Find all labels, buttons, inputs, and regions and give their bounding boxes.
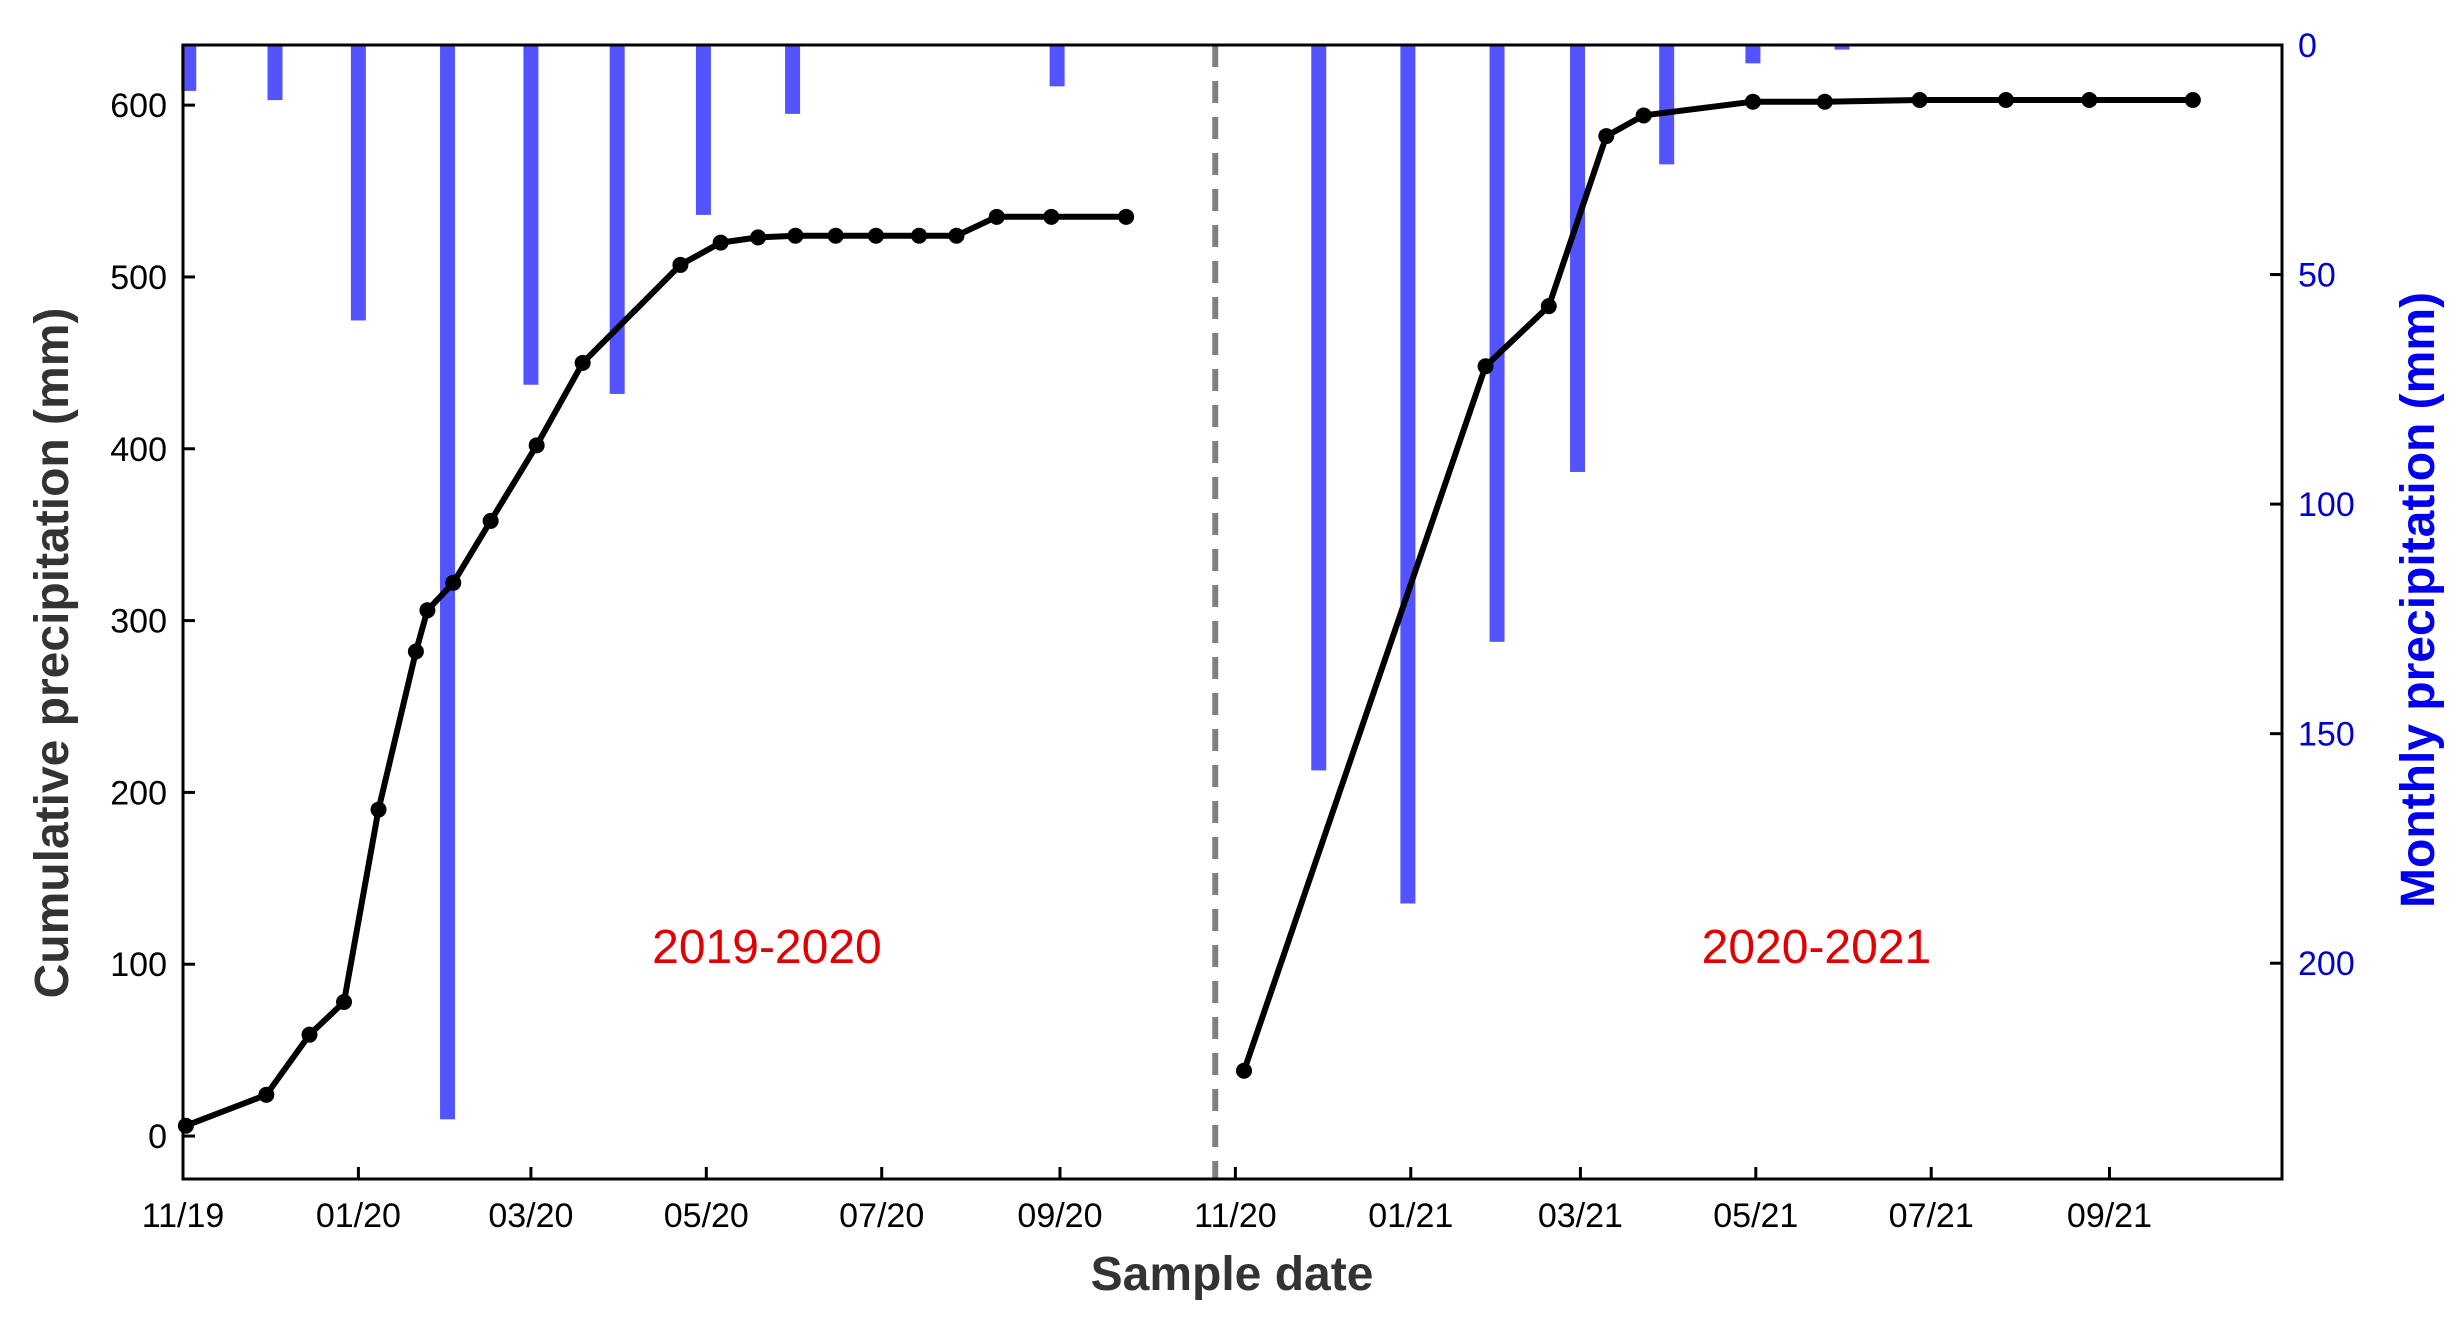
x-tick-label: 01/21 — [1368, 1197, 1453, 1235]
x-tick-label: 03/21 — [1538, 1197, 1623, 1235]
monthly-bar — [1834, 45, 1850, 50]
right-y-tick-label: 200 — [2298, 945, 2355, 983]
x-tick-label: 07/20 — [839, 1197, 924, 1235]
cumulative-point — [827, 227, 844, 244]
cumulative-point — [574, 354, 591, 371]
cumulative-point — [2184, 91, 2201, 108]
right-y-tick-label: 150 — [2298, 716, 2355, 754]
cumulative-point — [445, 574, 462, 591]
left-y-tick-label: 300 — [110, 603, 167, 641]
cumulative-point — [1816, 93, 1833, 110]
cumulative-points — [177, 91, 2201, 1134]
x-tick-label: 11/19 — [142, 1197, 225, 1235]
cumulative-point — [672, 256, 689, 273]
monthly-bar — [1489, 45, 1505, 642]
monthly-bar — [1400, 45, 1416, 904]
cumulative-point — [482, 512, 499, 529]
right-y-tick-label: 50 — [2298, 257, 2336, 295]
cumulative-point — [988, 208, 1005, 225]
monthly-bar — [1049, 45, 1065, 87]
cumulative-point — [419, 602, 436, 619]
season-annotation: 2020-2021 — [1702, 921, 1932, 974]
cumulative-line-1 — [182, 213, 1130, 1129]
monthly-bar — [267, 45, 283, 101]
monthly-bars — [181, 45, 1850, 1120]
season-annotation: 2019-2020 — [652, 921, 882, 974]
monthly-bar — [785, 45, 801, 114]
cumulative-point — [948, 227, 965, 244]
monthly-bar — [1570, 45, 1586, 472]
x-tick-label: 05/20 — [664, 1197, 749, 1235]
cumulative-point — [1997, 91, 2014, 108]
monthly-bar — [1659, 45, 1675, 165]
right-y-axis-title: Monthly precipitation (mm) — [2392, 292, 2445, 908]
cumulative-point — [750, 229, 767, 246]
cumulative-point — [712, 234, 729, 251]
cumulative-point — [787, 227, 804, 244]
cumulative-point — [1236, 1062, 1253, 1079]
x-tick-label: 05/21 — [1713, 1197, 1798, 1235]
left-y-tick-label: 500 — [110, 259, 167, 297]
cumulative-point — [336, 994, 353, 1011]
axes — [181, 43, 2284, 1181]
monthly-bar — [1311, 45, 1327, 771]
monthly-bar — [350, 45, 366, 321]
cumulative-point — [407, 643, 424, 660]
x-tick-label: 09/21 — [2067, 1197, 2152, 1235]
cumulative-point — [1635, 107, 1652, 124]
left-y-tick-label: 100 — [110, 946, 167, 984]
cumulative-point — [1540, 298, 1557, 315]
left-y-tick-label: 600 — [110, 87, 167, 125]
cumulative-point — [911, 227, 928, 244]
cumulative-point — [370, 801, 387, 818]
cumulative-point — [1598, 128, 1615, 145]
plot-frame — [181, 43, 2284, 1181]
cumulative-point — [1911, 91, 1928, 108]
left-y-axis-title: Cumulative precipitation (mm) — [26, 308, 79, 999]
cumulative-point — [867, 227, 884, 244]
x-tick-label: 11/20 — [1194, 1197, 1277, 1235]
left-y-tick-label: 0 — [148, 1118, 167, 1156]
cumulative-point — [2081, 91, 2098, 108]
left-y-tick-label: 200 — [110, 774, 167, 812]
cumulative-point — [177, 1117, 194, 1134]
x-tick-label: 07/21 — [1889, 1197, 1974, 1235]
cumulative-point — [1118, 208, 1135, 225]
x-tick-label: 09/20 — [1017, 1197, 1102, 1235]
cumulative-point — [1477, 358, 1494, 375]
monthly-bar — [1745, 45, 1761, 64]
tick-labels: 11/19 01/20 03/20 05/20 07/20 09/20 11/20 01/21… — [110, 27, 2354, 1235]
left-y-tick-label: 400 — [110, 431, 167, 469]
cumulative-point — [301, 1026, 318, 1043]
monthly-bar — [695, 45, 711, 215]
cumulative-point — [528, 437, 545, 454]
right-y-tick-label: 0 — [2298, 27, 2317, 65]
cumulative-point — [1744, 93, 1761, 110]
cumulative-point — [1043, 208, 1060, 225]
x-axis-title: Sample date — [1091, 1248, 1374, 1301]
monthly-bar — [181, 45, 197, 91]
monthly-bar — [523, 45, 539, 385]
cumulative-point — [258, 1086, 275, 1103]
right-y-tick-label: 100 — [2298, 486, 2355, 524]
annotations: 2019-2020 2020-2021 — [652, 921, 1931, 974]
x-tick-label: 01/20 — [316, 1197, 401, 1235]
monthly-bar — [609, 45, 625, 394]
x-tick-label: 03/20 — [488, 1197, 573, 1235]
